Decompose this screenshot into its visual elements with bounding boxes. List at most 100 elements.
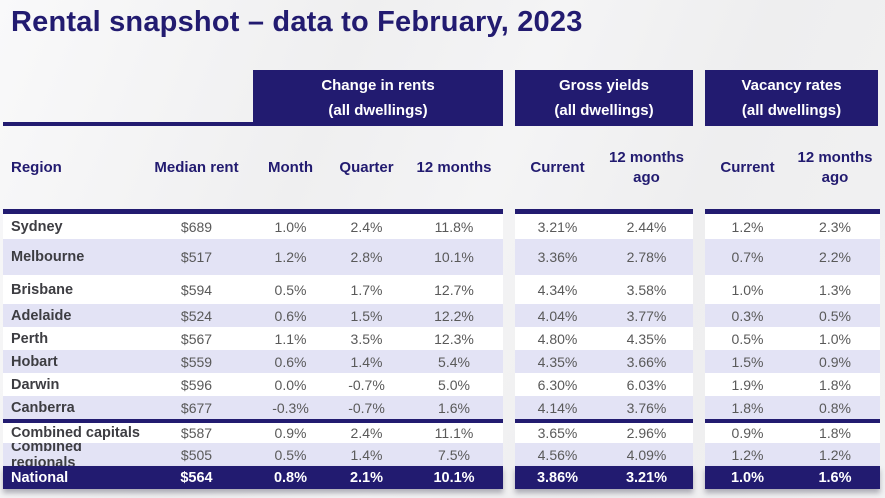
region-cell: Brisbane bbox=[11, 281, 74, 298]
value-cell: 0.5% bbox=[819, 307, 851, 324]
value-cell: 1.2% bbox=[819, 446, 851, 463]
value-cell: 6.03% bbox=[626, 376, 667, 393]
value-cell: 3.77% bbox=[626, 307, 667, 324]
value-cell: 1.2% bbox=[274, 249, 307, 265]
value-cell: 3.58% bbox=[626, 281, 667, 298]
value-cell: 1.0% bbox=[819, 330, 851, 347]
value-cell: $596 bbox=[180, 376, 213, 393]
table-row: Adelaide $524 0.6% 1.5% 12.2% 4.04% 3.77% 0.3% 0… bbox=[0, 304, 885, 327]
table-row: Perth $567 1.1% 3.5% 12.3% 4.80% 4.35% 0.5% 1.0% bbox=[0, 327, 885, 350]
region-cell: Melbourne bbox=[11, 249, 85, 265]
value-cell: 1.2% bbox=[731, 218, 764, 235]
value-cell: 2.4% bbox=[350, 218, 383, 235]
section-gap bbox=[503, 275, 515, 304]
value-cell: 1.8% bbox=[819, 376, 851, 393]
value-cell: 1.0% bbox=[731, 281, 764, 298]
section-gap bbox=[693, 373, 705, 396]
value-cell: 1.1% bbox=[274, 330, 307, 347]
value-cell: 4.56% bbox=[537, 446, 578, 463]
table-row: Melbourne $517 1.2% 2.8% 10.1% 3.36% 2.78% 0.7%… bbox=[0, 239, 885, 275]
header-line1: 12 months bbox=[797, 148, 873, 166]
header-underline bbox=[3, 122, 253, 126]
group-header-line2: (all dwellings) bbox=[554, 102, 654, 119]
table-row: Sydney $689 1.0% 2.4% 11.8% 3.21% 2.44% 1.2% 2.3… bbox=[0, 214, 885, 239]
row-section: 1.2% 2.3% bbox=[705, 214, 880, 239]
value-cell: 1.6% bbox=[818, 469, 852, 486]
section-gap bbox=[503, 466, 515, 489]
row-section bbox=[515, 209, 693, 214]
column-header-gy-12-months-ago: 12 months ago bbox=[600, 126, 693, 209]
section-gap bbox=[693, 214, 705, 239]
row-section: Darwin $596 0.0% -0.7% 5.0% bbox=[3, 373, 503, 396]
row-section: 3.21% 2.44% bbox=[515, 214, 693, 239]
row-section: 0.7% 2.2% bbox=[705, 239, 880, 275]
value-cell: -0.3% bbox=[272, 399, 309, 416]
header-line1: 12 months bbox=[608, 148, 684, 166]
section-gap bbox=[503, 423, 515, 443]
section-gap bbox=[503, 239, 515, 275]
table-row: National $564 0.8% 2.1% 10.1% 3.86% 3.21% 1.0% 1… bbox=[0, 466, 885, 489]
value-cell: 12.2% bbox=[434, 307, 474, 324]
value-cell: 3.86% bbox=[536, 469, 579, 486]
row-section: 3.65% 2.96% bbox=[515, 423, 693, 443]
value-cell: $677 bbox=[180, 399, 213, 416]
value-cell: 12.3% bbox=[434, 330, 474, 347]
value-cell: 2.8% bbox=[350, 249, 383, 265]
table-row: Hobart $559 0.6% 1.4% 5.4% 4.35% 3.66% 1.5% 0.9% bbox=[0, 350, 885, 373]
section-gap bbox=[503, 396, 515, 419]
divider-rule bbox=[0, 419, 885, 423]
row-section: 1.0% 1.3% bbox=[705, 275, 880, 304]
value-cell: 5.4% bbox=[438, 353, 470, 370]
value-cell: 0.5% bbox=[731, 330, 764, 347]
table-row: Darwin $596 0.0% -0.7% 5.0% 6.30% 6.03% 1.9% 1.8… bbox=[0, 373, 885, 396]
region-cell: Darwin bbox=[11, 376, 60, 393]
row-section: 1.8% 0.8% bbox=[705, 396, 880, 419]
table-row: Combined capitals $587 0.9% 2.4% 11.1% 3.65% 2… bbox=[0, 423, 885, 443]
value-cell: 3.21% bbox=[625, 469, 668, 486]
region-cell: Hobart bbox=[11, 353, 58, 370]
region-cell: Combined capitals bbox=[11, 425, 140, 441]
value-cell: 1.0% bbox=[730, 469, 765, 486]
value-cell: -0.7% bbox=[348, 399, 385, 416]
value-cell: 4.35% bbox=[537, 353, 578, 370]
section-gap bbox=[693, 275, 705, 304]
row-section: 4.34% 3.58% bbox=[515, 275, 693, 304]
value-cell: 5.0% bbox=[438, 376, 470, 393]
value-cell: 1.9% bbox=[731, 376, 764, 393]
value-cell: 0.9% bbox=[819, 353, 851, 370]
region-cell: National bbox=[11, 469, 69, 486]
header-line2: ago bbox=[633, 168, 660, 186]
value-cell: 2.96% bbox=[626, 425, 667, 441]
table-row: Combined regionals $505 0.5% 1.4% 7.5% 4.56% 4… bbox=[0, 443, 885, 466]
group-header-line1: Vacancy rates bbox=[741, 77, 842, 94]
value-cell: 4.14% bbox=[537, 399, 578, 416]
value-cell: 1.8% bbox=[819, 425, 851, 441]
column-header-vr-current: Current bbox=[720, 159, 775, 176]
group-header-line1: Change in rents bbox=[321, 77, 435, 94]
row-section bbox=[3, 209, 503, 214]
row-section: 4.14% 3.76% bbox=[515, 396, 693, 419]
value-cell: 3.76% bbox=[626, 399, 667, 416]
value-cell: -0.7% bbox=[348, 376, 385, 393]
row-section: National $564 0.8% 2.1% 10.1% bbox=[3, 466, 503, 489]
value-cell: $505 bbox=[180, 446, 213, 463]
region-cell: Sydney bbox=[11, 218, 63, 235]
value-cell: 1.0% bbox=[274, 218, 307, 235]
value-cell: $587 bbox=[180, 425, 213, 441]
group-header-vacancy-rates: Vacancy rates (all dwellings) bbox=[705, 70, 878, 126]
region-cell: Adelaide bbox=[11, 307, 72, 324]
table-row: Canberra $677 -0.3% -0.7% 1.6% 4.14% 3.76% 1.8%… bbox=[0, 396, 885, 419]
row-section: 4.80% 4.35% bbox=[515, 327, 693, 350]
value-cell: 3.36% bbox=[537, 249, 578, 265]
value-cell: 4.34% bbox=[537, 281, 578, 298]
row-section: Perth $567 1.1% 3.5% 12.3% bbox=[3, 327, 503, 350]
group-header-gross-yields: Gross yields (all dwellings) bbox=[515, 70, 693, 126]
region-cell: Combined regionals bbox=[11, 443, 82, 466]
value-cell: 0.7% bbox=[731, 249, 764, 265]
region-cell: Canberra bbox=[11, 399, 75, 416]
value-cell: 0.6% bbox=[274, 307, 307, 324]
value-cell: 4.35% bbox=[626, 330, 667, 347]
value-cell: $567 bbox=[180, 330, 213, 347]
row-section: 0.3% 0.5% bbox=[705, 304, 880, 327]
row-section: Combined capitals $587 0.9% 2.4% 11.1% bbox=[3, 423, 503, 443]
